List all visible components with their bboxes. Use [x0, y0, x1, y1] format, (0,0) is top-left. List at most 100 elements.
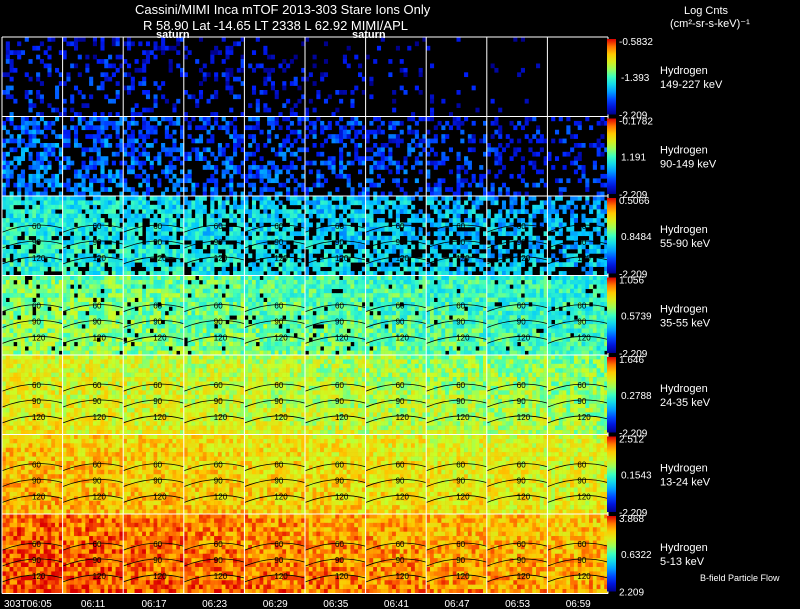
heatmap-pixel — [419, 209, 423, 214]
heatmap-pixel — [116, 174, 120, 179]
heatmap-pixel — [385, 227, 389, 232]
heatmap-pixel — [381, 156, 385, 161]
heatmap-pixel — [66, 342, 70, 347]
heatmap-pixel — [169, 293, 173, 298]
heatmap-pixel — [82, 187, 86, 192]
heatmap-pixel — [44, 200, 48, 205]
heatmap-pixel — [540, 209, 544, 214]
heatmap-pixel — [184, 258, 188, 263]
heatmap-pixel — [199, 200, 203, 205]
heatmap-pixel — [419, 72, 423, 77]
heatmap-pixel — [570, 196, 574, 201]
heatmap-pixel — [154, 329, 158, 334]
heatmap-pixel — [377, 130, 381, 135]
heatmap-pixel — [347, 178, 351, 183]
heatmap-pixel — [66, 183, 70, 188]
heatmap-pixel — [233, 134, 237, 139]
heatmap-pixel — [70, 108, 74, 113]
heatmap-pixel — [66, 231, 70, 236]
heatmap-pixel — [44, 178, 48, 183]
heatmap-pixel — [419, 152, 423, 157]
heatmap-pixel — [369, 156, 373, 161]
heatmap-pixel — [40, 293, 44, 298]
heatmap-pixel — [51, 121, 55, 126]
heatmap-pixel — [51, 209, 55, 214]
heatmap-pixel — [29, 329, 33, 334]
heatmap-pixel — [82, 125, 86, 130]
contour-label: 60 — [32, 302, 41, 311]
heatmap-pixel — [44, 324, 48, 329]
heatmap-pixel — [47, 103, 51, 108]
heatmap-pixel — [248, 209, 252, 214]
heatmap-pixel — [21, 329, 25, 334]
heatmap-pixel — [165, 315, 169, 320]
heatmap-pixel — [313, 81, 317, 86]
heatmap-pixel — [585, 231, 589, 236]
heatmap-pixel — [600, 165, 604, 170]
heatmap-pixel — [290, 231, 294, 236]
heatmap-pixel — [260, 214, 264, 219]
heatmap-pixel — [218, 346, 222, 351]
heatmap-pixel — [426, 152, 430, 157]
heatmap-pixel — [85, 200, 89, 205]
heatmap-pixel — [131, 205, 135, 210]
heatmap-pixel — [100, 209, 104, 214]
heatmap-pixel — [93, 289, 97, 294]
heatmap-pixel — [426, 161, 430, 166]
heatmap-pixel — [468, 231, 472, 236]
heatmap-pixel — [339, 156, 343, 161]
heatmap-pixel — [218, 200, 222, 205]
heatmap-pixel — [172, 143, 176, 148]
heatmap-pixel — [21, 152, 25, 157]
heatmap-pixel — [566, 130, 570, 135]
heatmap-pixel — [468, 218, 472, 223]
heatmap-pixel — [66, 72, 70, 77]
heatmap-pixel — [135, 346, 139, 351]
heatmap-pixel — [275, 134, 279, 139]
heatmap-pixel — [195, 333, 199, 338]
heatmap-pixel — [55, 218, 59, 223]
heatmap-pixel — [267, 121, 271, 126]
heatmap-pixel — [66, 187, 70, 192]
heatmap-pixel — [532, 258, 536, 263]
heatmap-pixel — [85, 346, 89, 351]
heatmap-pixel — [229, 156, 233, 161]
heatmap-pixel — [244, 329, 248, 334]
heatmap-pixel — [237, 134, 241, 139]
heatmap-pixel — [320, 205, 324, 210]
heatmap-pixel — [78, 249, 82, 254]
heatmap-pixel — [66, 280, 70, 285]
heatmap-pixel — [297, 130, 301, 135]
heatmap-pixel — [195, 293, 199, 298]
heatmap-pixel — [32, 346, 36, 351]
heatmap-pixel — [290, 200, 294, 205]
heatmap-pixel — [127, 284, 131, 289]
heatmap-pixel — [157, 249, 161, 254]
heatmap-pixel — [70, 311, 74, 316]
heatmap-pixel — [55, 134, 59, 139]
heatmap-pixel — [17, 161, 21, 166]
heatmap-pixel — [6, 94, 10, 99]
heatmap-pixel — [184, 320, 188, 325]
heatmap-pixel — [195, 249, 199, 254]
heatmap-pixel — [78, 342, 82, 347]
heatmap-pixel — [123, 258, 127, 263]
heatmap-pixel — [313, 200, 317, 205]
heatmap-pixel — [551, 209, 555, 214]
heatmap-pixel — [324, 253, 328, 258]
heatmap-pixel — [176, 262, 180, 267]
heatmap-pixel — [112, 315, 116, 320]
heatmap-pixel — [51, 218, 55, 223]
heatmap-pixel — [430, 147, 434, 152]
heatmap-pixel — [66, 289, 70, 294]
heatmap-pixel — [63, 298, 67, 303]
heatmap-pixel — [40, 346, 44, 351]
heatmap-pixel — [419, 90, 423, 95]
heatmap-pixel — [66, 253, 70, 258]
heatmap-pixel — [97, 346, 101, 351]
heatmap-pixel — [252, 200, 256, 205]
heatmap-pixel — [47, 161, 51, 166]
heatmap-pixel — [32, 293, 36, 298]
heatmap-pixel — [51, 214, 55, 219]
heatmap-pixel — [256, 209, 260, 214]
